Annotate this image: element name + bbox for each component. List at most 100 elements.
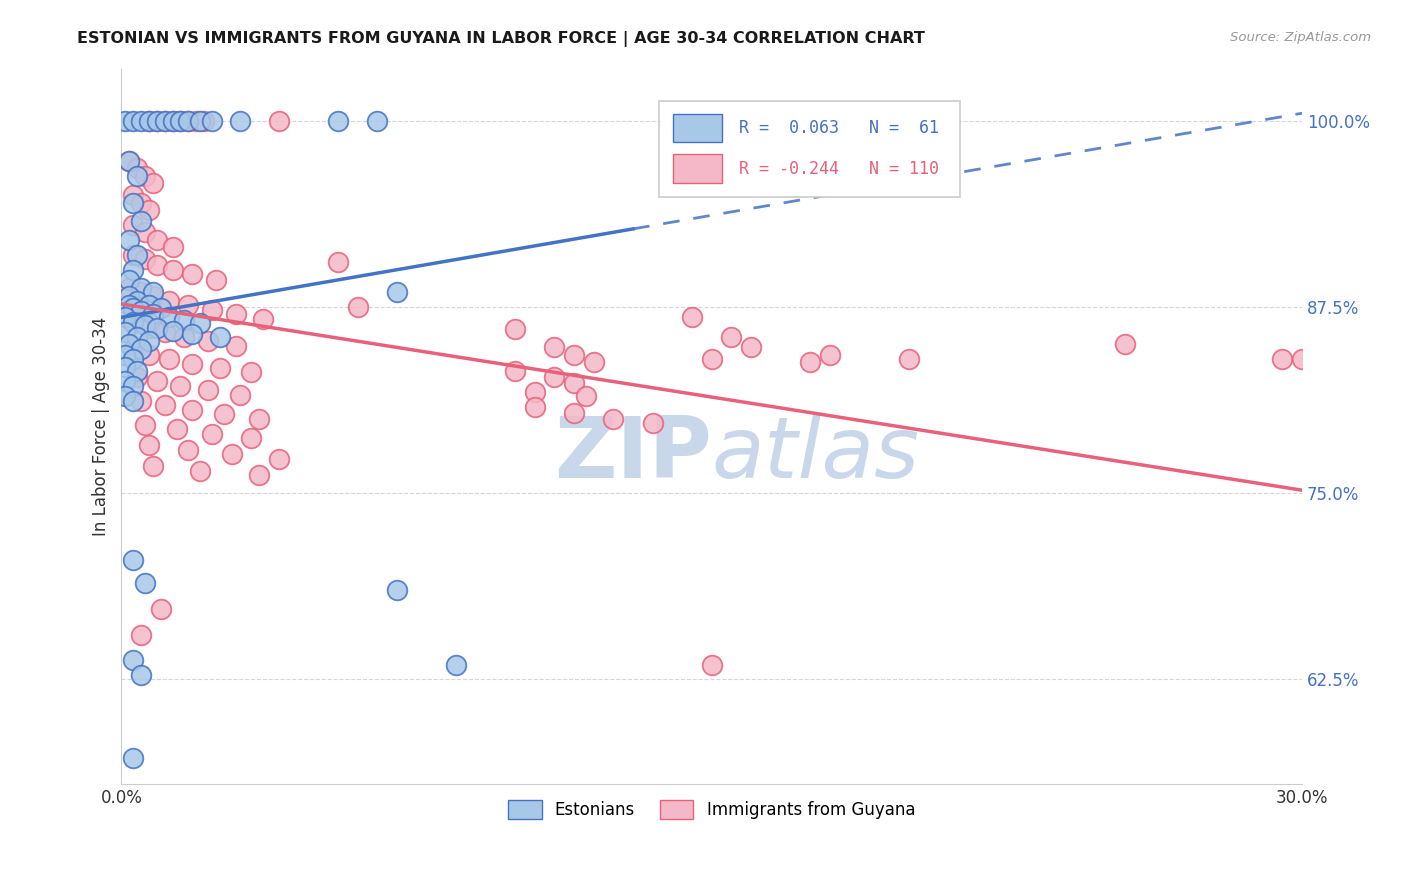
Point xyxy=(138,438,160,452)
Point xyxy=(157,293,180,308)
Point xyxy=(129,280,152,294)
Point xyxy=(205,273,228,287)
Point xyxy=(149,602,172,616)
Point xyxy=(114,375,136,389)
Point xyxy=(114,325,136,339)
Point xyxy=(188,464,211,478)
Point xyxy=(818,348,841,362)
Point xyxy=(897,352,920,367)
Point xyxy=(562,348,585,362)
Point xyxy=(385,285,408,299)
Point xyxy=(181,267,204,281)
Point xyxy=(122,113,145,128)
Point xyxy=(142,176,165,190)
Point xyxy=(129,285,152,299)
FancyBboxPatch shape xyxy=(673,154,723,183)
Point xyxy=(122,195,145,210)
Point xyxy=(212,407,235,421)
Point xyxy=(177,298,200,312)
Point xyxy=(129,195,152,210)
Point xyxy=(114,359,136,374)
Point xyxy=(138,113,160,128)
Point xyxy=(503,322,526,336)
Point xyxy=(153,325,176,339)
Point xyxy=(681,310,703,325)
Point xyxy=(127,161,149,176)
Point xyxy=(188,316,211,330)
Point xyxy=(142,459,165,474)
Point xyxy=(114,310,136,325)
Point xyxy=(267,451,290,466)
Point xyxy=(129,304,152,318)
Point xyxy=(162,262,184,277)
Point xyxy=(138,320,160,334)
Point xyxy=(118,233,141,247)
Point xyxy=(129,113,152,128)
Point xyxy=(146,320,169,334)
Point xyxy=(122,553,145,567)
Point xyxy=(122,343,145,358)
Point xyxy=(157,310,180,325)
Point xyxy=(252,311,274,326)
Point xyxy=(118,337,141,351)
Point xyxy=(129,213,152,227)
Point xyxy=(142,307,165,321)
Point xyxy=(122,316,145,330)
Point xyxy=(181,357,204,371)
Text: atlas: atlas xyxy=(711,413,920,496)
Point xyxy=(543,370,565,384)
Point xyxy=(169,379,191,393)
Point xyxy=(225,307,247,321)
Point xyxy=(240,431,263,445)
Point xyxy=(267,113,290,128)
Point xyxy=(208,361,231,376)
Text: ZIP: ZIP xyxy=(554,413,711,496)
Point xyxy=(582,355,605,369)
Point xyxy=(127,370,149,384)
Point xyxy=(127,169,149,183)
Point xyxy=(122,315,145,329)
Point xyxy=(169,113,191,128)
Point xyxy=(562,376,585,390)
Point xyxy=(181,402,204,417)
Point xyxy=(326,113,349,128)
FancyBboxPatch shape xyxy=(658,101,960,197)
Legend: Estonians, Immigrants from Guyana: Estonians, Immigrants from Guyana xyxy=(502,793,922,825)
Point xyxy=(197,384,219,398)
Point xyxy=(1271,352,1294,367)
Point xyxy=(138,334,160,349)
Text: R = -0.244   N = 110: R = -0.244 N = 110 xyxy=(740,160,939,178)
Point xyxy=(134,417,156,432)
Point xyxy=(201,302,224,317)
Point xyxy=(122,262,145,277)
Point xyxy=(146,233,169,247)
Point xyxy=(122,352,145,367)
Point xyxy=(134,252,156,267)
Point xyxy=(134,575,156,590)
Point xyxy=(346,300,368,314)
Point xyxy=(197,334,219,349)
Point xyxy=(122,393,145,408)
Point xyxy=(146,113,169,128)
Point xyxy=(134,226,156,240)
Point xyxy=(153,113,176,128)
Point xyxy=(1291,352,1313,367)
Point xyxy=(228,388,250,402)
Point xyxy=(129,342,152,356)
Point xyxy=(177,442,200,457)
Point xyxy=(543,340,565,354)
Point xyxy=(114,389,136,403)
Point xyxy=(602,411,624,425)
Point xyxy=(700,352,723,367)
Point xyxy=(166,422,188,436)
Point xyxy=(240,366,263,380)
Point xyxy=(720,329,742,343)
Point xyxy=(118,153,141,168)
Point xyxy=(129,668,152,682)
Point xyxy=(157,352,180,367)
Point xyxy=(122,248,145,262)
Point xyxy=(122,653,145,667)
Text: Source: ZipAtlas.com: Source: ZipAtlas.com xyxy=(1230,31,1371,45)
Point xyxy=(700,657,723,672)
Point xyxy=(122,188,145,202)
